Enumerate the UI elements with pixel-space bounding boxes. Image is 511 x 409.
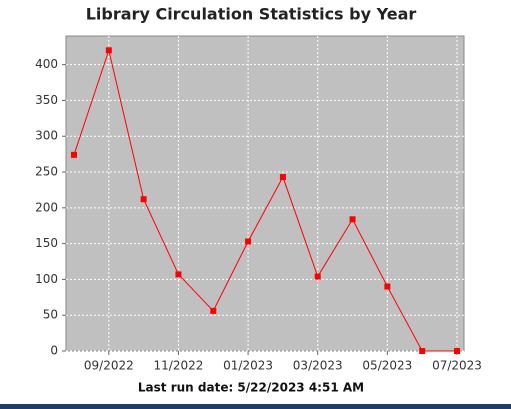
y-tick-label: 150 — [35, 236, 58, 250]
point — [175, 271, 182, 278]
x-tick-label: 11/2022 — [154, 359, 204, 373]
line — [73, 48, 457, 352]
plot-area — [65, 35, 465, 352]
y-tick-label: 350 — [35, 93, 58, 107]
x-tick-label: 01/2023 — [223, 359, 273, 373]
y-tick-label: 100 — [35, 272, 58, 286]
point — [419, 348, 426, 354]
y-tick-label: 250 — [35, 165, 58, 179]
bottom-bar — [0, 404, 511, 409]
x-tick-label: 03/2023 — [293, 359, 343, 373]
point — [279, 174, 286, 181]
point — [210, 307, 217, 314]
point — [105, 47, 112, 54]
x-tick-label: 05/2023 — [362, 359, 412, 373]
point — [384, 283, 391, 290]
point — [71, 151, 77, 158]
point — [314, 273, 321, 280]
y-tick-label: 200 — [35, 200, 58, 214]
y-tick-label: 50 — [43, 308, 58, 322]
chart-title: Library Circulation Statistics by Year — [86, 5, 417, 24]
y-tick-label: 400 — [35, 57, 58, 71]
point — [245, 238, 252, 245]
footer: Last run date: 5/22/2023 4:51 AM — [138, 381, 364, 395]
y-tick-label: 0 — [50, 344, 58, 358]
x-tick-label: 09/2022 — [84, 359, 134, 373]
y-tick-label: 300 — [35, 129, 58, 143]
point — [454, 348, 460, 354]
point — [349, 216, 356, 223]
x-tick-label: 07/2023 — [432, 359, 482, 373]
point — [140, 196, 147, 203]
